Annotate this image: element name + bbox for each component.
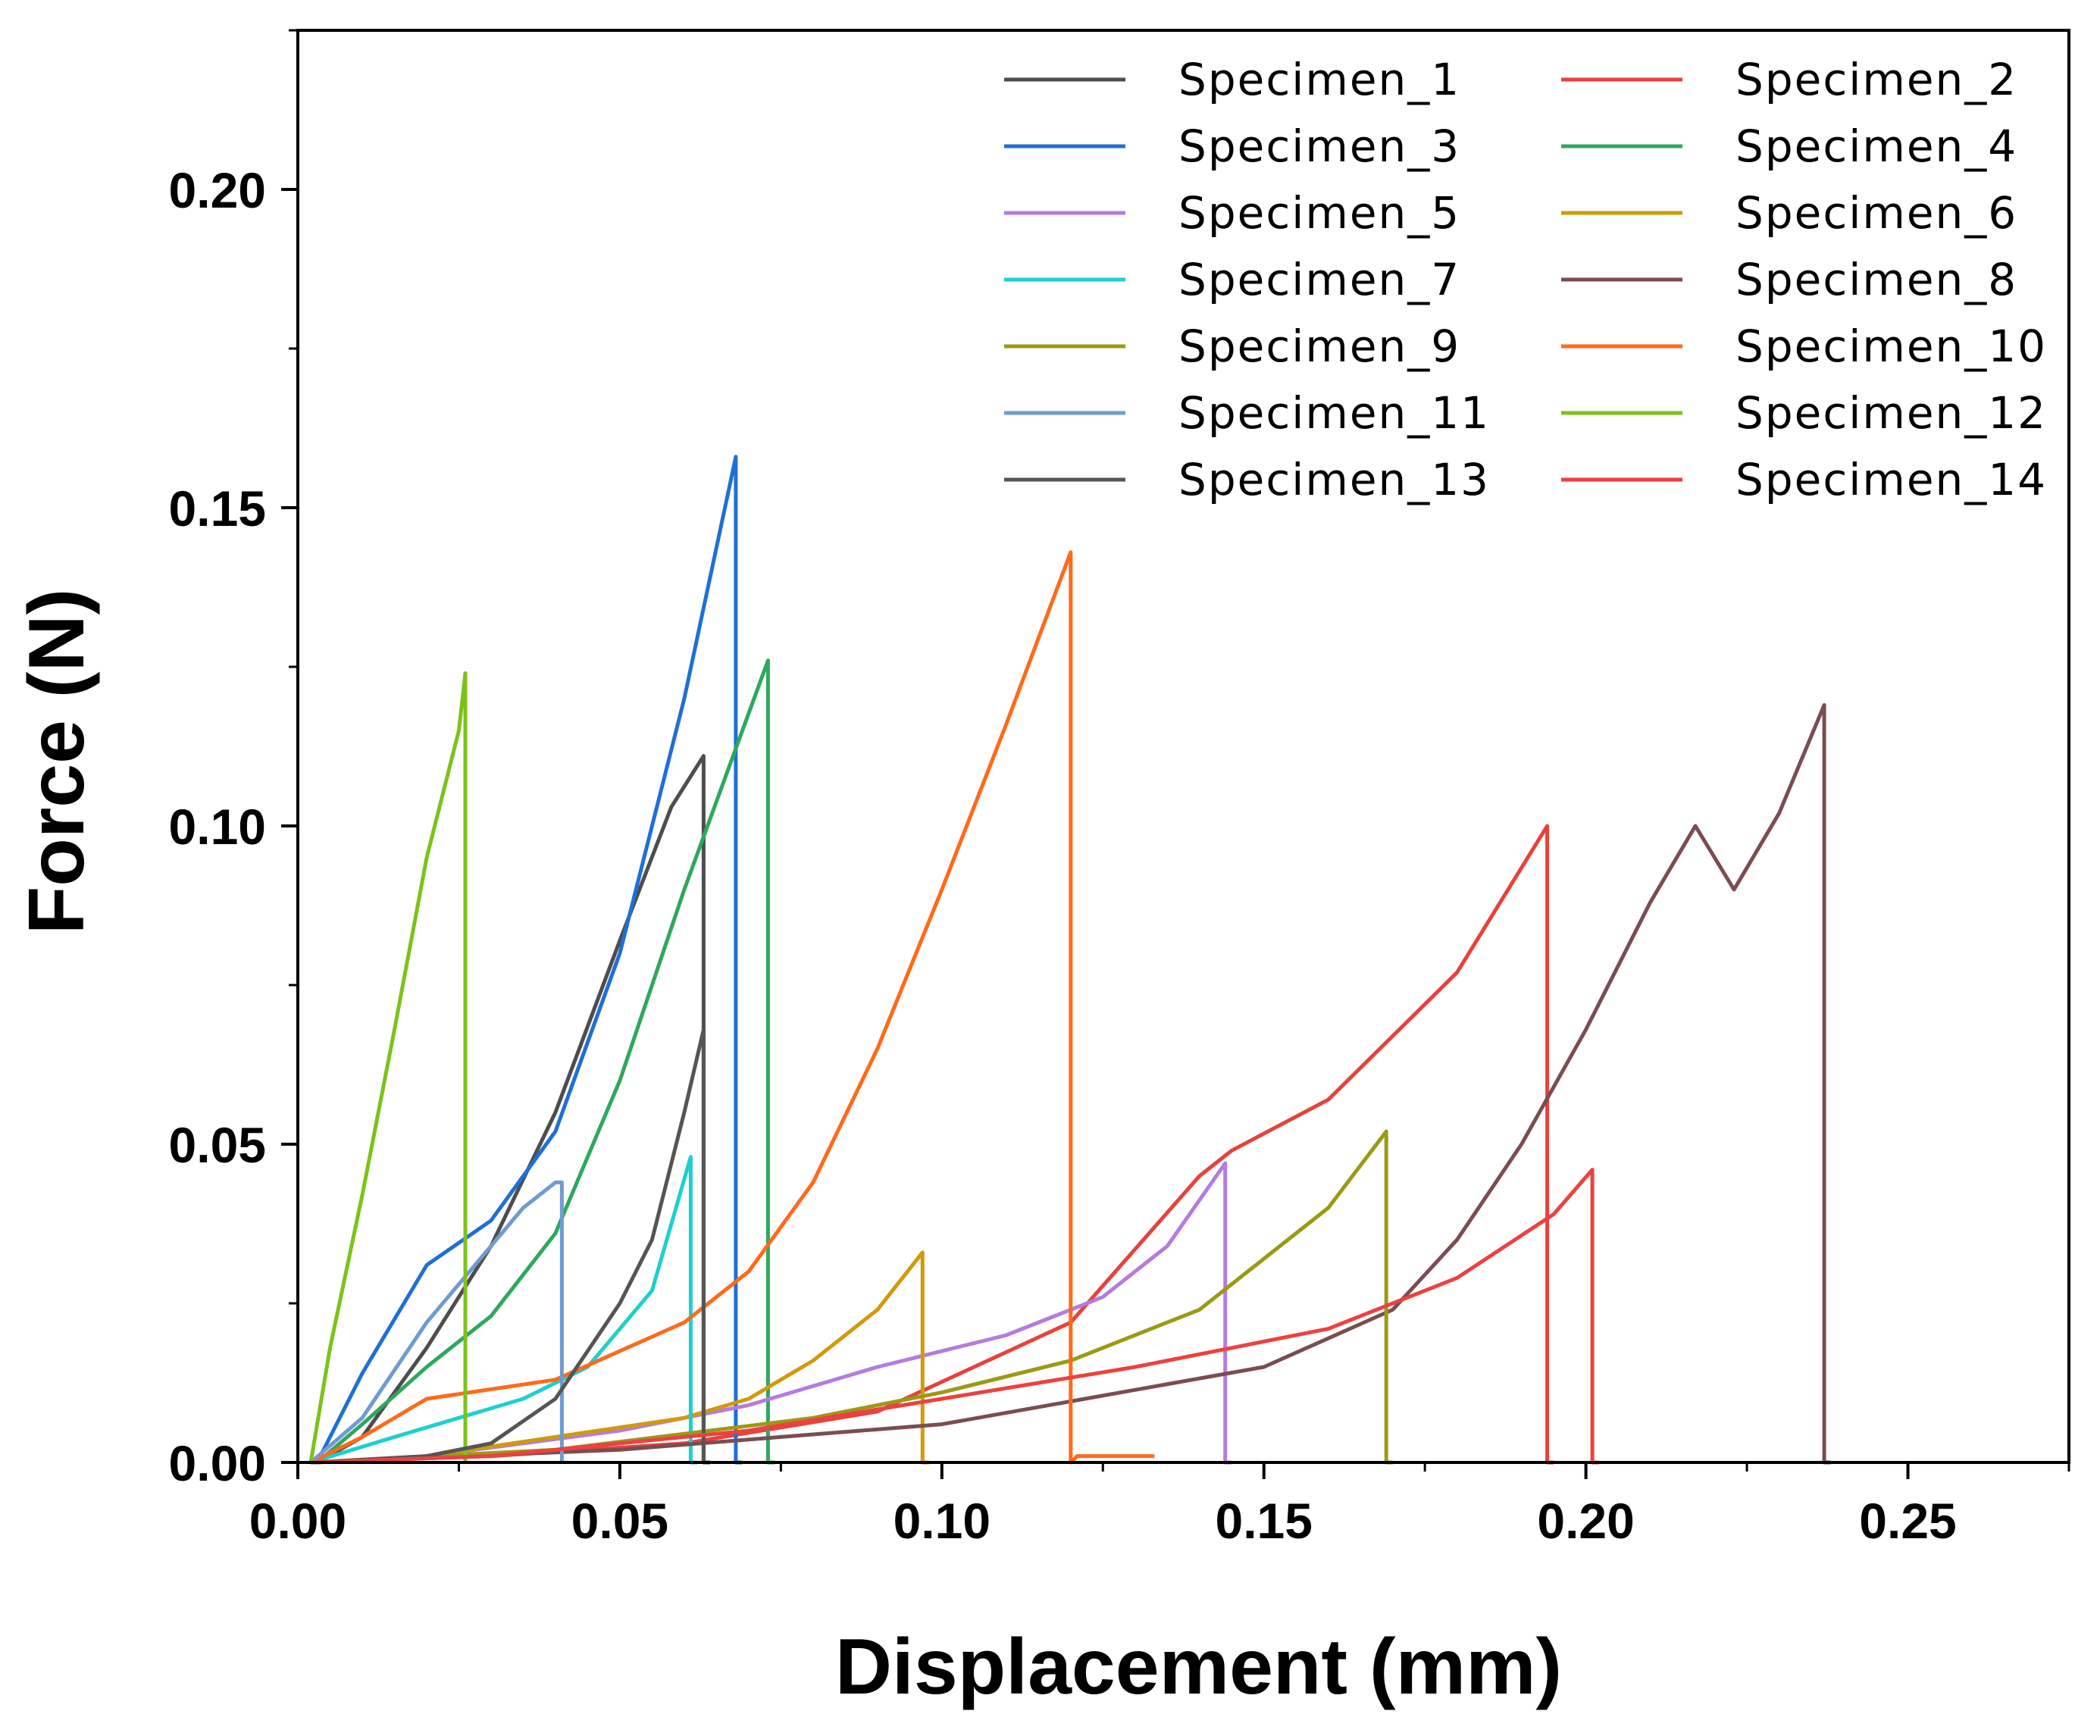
- series-line-specimen-11: [309, 1180, 564, 1464]
- y-axis-title: Force (N): [13, 589, 101, 934]
- series-line-specimen-4: [315, 658, 775, 1465]
- series-line-specimen-10: [309, 550, 1155, 1465]
- x-tick-label: 0.05: [571, 1493, 668, 1549]
- series-line-specimen-5: [310, 1161, 1232, 1465]
- legend-label: Specimen_14: [1735, 454, 2047, 505]
- legend-label: Specimen_13: [1178, 454, 1490, 505]
- y-tick-label: 0.10: [169, 799, 266, 855]
- x-tick-label: 0.20: [1537, 1493, 1634, 1549]
- legend-label: Specimen_8: [1735, 254, 2017, 305]
- legend-label: Specimen_12: [1735, 387, 2047, 439]
- legend-label: Specimen_6: [1735, 187, 2017, 239]
- series-line-specimen-13: [317, 1028, 710, 1465]
- series-line-specimen-9: [310, 1129, 1393, 1465]
- legend-label: Specimen_7: [1178, 254, 1460, 305]
- y-tick-label: 0.00: [169, 1435, 266, 1491]
- series-layer: [308, 455, 1831, 1465]
- series-line-specimen-3: [315, 455, 743, 1465]
- x-axis-title: Displacement (mm): [835, 1623, 1562, 1711]
- x-tick-label: 0.15: [1215, 1493, 1312, 1549]
- legend-label: Specimen_2: [1735, 54, 2017, 105]
- legend-label: Specimen_4: [1735, 120, 2017, 172]
- legend-label: Specimen_3: [1178, 120, 1460, 172]
- series-line-specimen-8: [310, 702, 1831, 1465]
- legend-label: Specimen_11: [1178, 387, 1490, 439]
- series-line-specimen-14: [310, 1168, 1599, 1465]
- x-tick-label: 0.00: [249, 1493, 346, 1549]
- series-line-specimen-12: [308, 671, 468, 1463]
- ticks-layer: 0.00 0.05 0.10 0.15 0.20 0.25 0.00 0.05 0.10 0.15…: [169, 29, 2070, 1549]
- legend-label: Specimen_1: [1178, 54, 1460, 105]
- series-line-specimen-6: [310, 1250, 929, 1465]
- x-tick-label: 0.10: [894, 1493, 991, 1549]
- x-tick-label: 0.25: [1859, 1493, 1956, 1549]
- plot-frame: [296, 29, 2070, 1464]
- y-tick-label: 0.15: [169, 480, 266, 536]
- legend-label: Specimen_5: [1178, 187, 1460, 239]
- legend: Specimen_1 Specimen_2 Specimen_3 Specimen_4…: [1004, 54, 2047, 505]
- y-tick-label: 0.05: [169, 1117, 266, 1173]
- legend-label: Specimen_9: [1178, 321, 1460, 372]
- legend-label: Specimen_10: [1735, 321, 2047, 372]
- y-tick-label: 0.20: [169, 162, 266, 218]
